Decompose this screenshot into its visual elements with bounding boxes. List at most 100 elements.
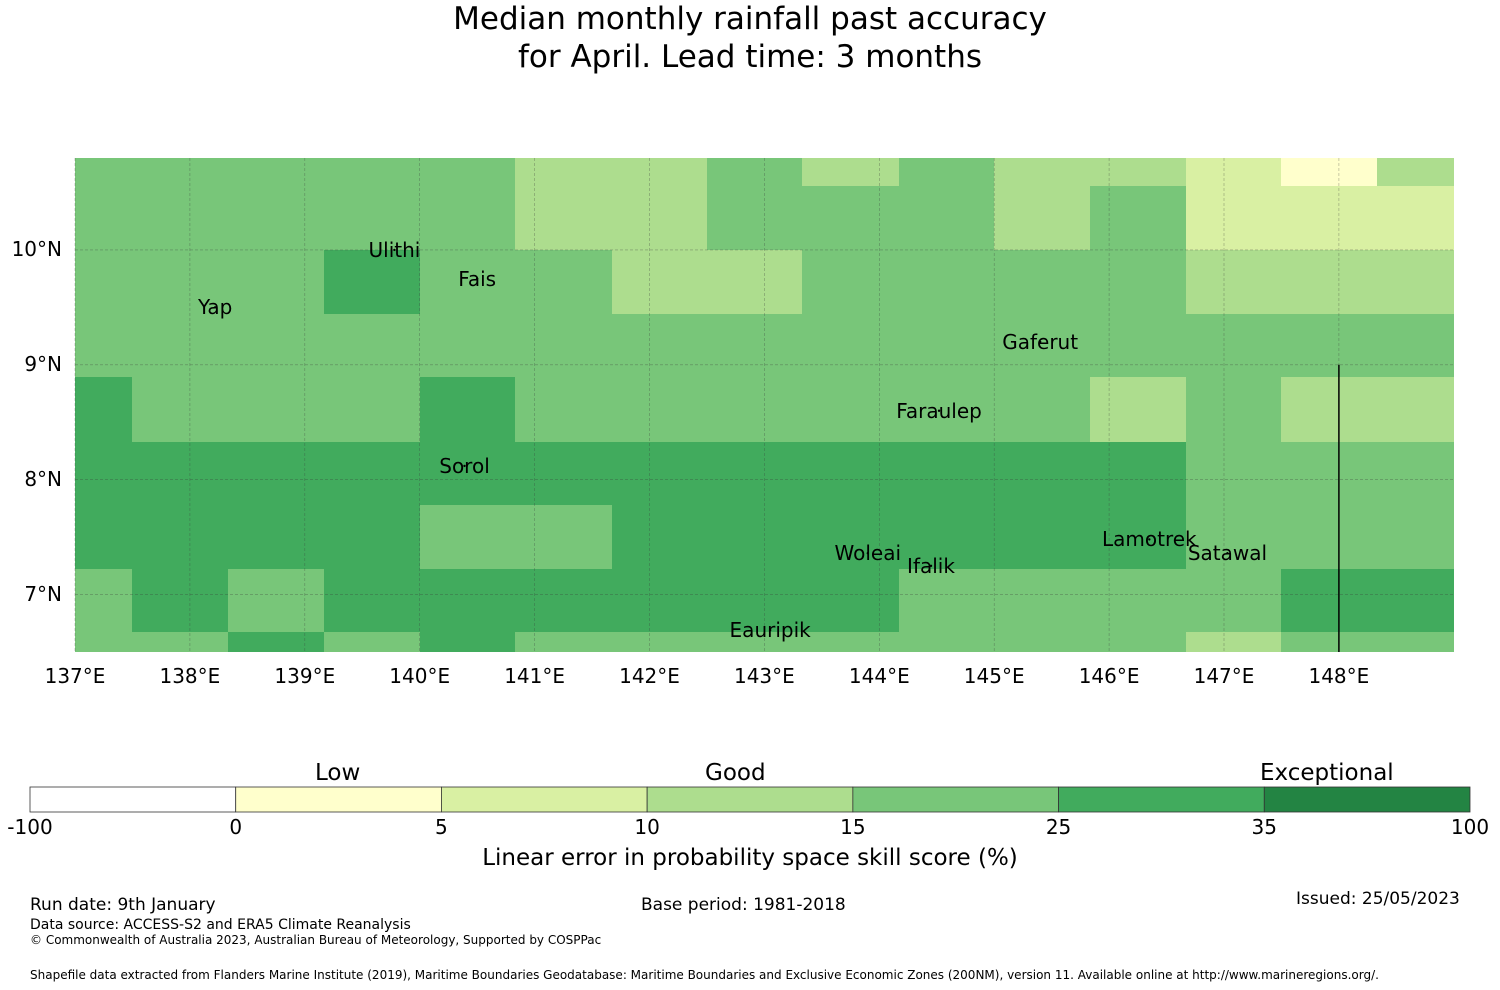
longitude-tick-label: 142°E: [619, 664, 680, 688]
base-period: Base period: 1981-2018: [641, 895, 846, 915]
skill-cell: [1186, 569, 1281, 632]
skill-cell: [612, 186, 707, 250]
skill-cell: [132, 186, 228, 250]
skill-cell: [228, 314, 324, 377]
skill-cell: [899, 186, 994, 250]
island-label: Yap: [197, 295, 233, 320]
skill-cell: [420, 158, 515, 186]
skill-cell: [1186, 505, 1281, 569]
island-label: Lamotrek: [1101, 527, 1197, 552]
skill-cell: [707, 186, 802, 250]
skill-cell: [1090, 377, 1186, 442]
legend-swatch: [29, 786, 237, 813]
skill-cell: [75, 314, 132, 377]
skill-cell: [420, 632, 515, 652]
skill-cell: [994, 632, 1090, 652]
skill-cell: [75, 250, 132, 314]
skill-cell: [994, 186, 1090, 250]
longitude-tick-label: 146°E: [1078, 664, 1140, 688]
skill-cell: [132, 314, 228, 377]
shapefile-credit: Shapefile data extracted from Flanders M…: [30, 968, 1379, 982]
skill-cell: [515, 505, 612, 569]
skill-cell: [228, 250, 324, 314]
skill-cell: [612, 632, 707, 652]
skill-cell: [707, 377, 802, 442]
skill-cell: [802, 442, 899, 505]
skill-cell: [1090, 505, 1186, 569]
skill-cell: [420, 442, 515, 505]
island-marker: [937, 409, 941, 412]
legend-colorbar: [29, 786, 1471, 813]
skill-cell: [1186, 186, 1281, 250]
skill-cell: [228, 632, 324, 652]
skill-cell: [612, 250, 707, 314]
skill-cell: [707, 569, 802, 632]
skill-cell: [132, 250, 228, 314]
longitude-tick-label: 143°E: [733, 664, 795, 688]
skill-cell: [228, 186, 324, 250]
skill-cell: [994, 377, 1090, 442]
island-marker: [213, 306, 217, 309]
skill-cell: [1186, 632, 1281, 652]
legend-swatch: [852, 786, 1059, 813]
skill-cell: [1377, 250, 1454, 314]
skill-cell: [1281, 442, 1377, 505]
skill-cell: [994, 569, 1090, 632]
skill-cell: [899, 569, 994, 632]
skill-cell: [1090, 632, 1186, 652]
legend-tick-label: -100: [7, 815, 53, 839]
skill-cell: [228, 505, 324, 569]
skill-cell: [132, 377, 228, 442]
longitude-tick-label: 148°E: [1308, 664, 1370, 688]
longitude-tick-label: 147°E: [1193, 664, 1255, 688]
skill-cell: [515, 442, 612, 505]
skill-cell: [515, 250, 612, 314]
skill-cell: [515, 158, 612, 186]
skill-cell: [1186, 377, 1281, 442]
legend-swatch: [1263, 786, 1471, 813]
island-label: Eauripik: [729, 618, 811, 643]
skill-cell: [899, 250, 994, 314]
skill-cell: [1377, 442, 1454, 505]
island-label: Woleai: [834, 541, 902, 566]
skill-cell: [707, 505, 802, 569]
longitude-tick-label: 139°E: [274, 664, 336, 688]
island-marker: [475, 277, 479, 280]
legend-axis-label: Linear error in probability space skill …: [482, 845, 1018, 871]
legend-category-exceptional: Exceptional: [1260, 760, 1394, 786]
skill-cell: [228, 158, 324, 186]
skill-cell: [1281, 186, 1377, 250]
skill-cell: [994, 442, 1090, 505]
island-label: Ulithi: [368, 237, 421, 262]
skill-cell: [899, 377, 994, 442]
skill-cell: [1090, 250, 1186, 314]
skill-cell: [132, 632, 228, 652]
skill-cell: [75, 186, 132, 250]
longitude-tick-label: 137°E: [44, 664, 106, 688]
title-line-1: Median monthly rainfall past accuracy: [453, 1, 1047, 37]
skill-cell: [132, 442, 228, 505]
skill-cell: [420, 250, 515, 314]
skill-cell: [1186, 314, 1281, 377]
skill-cell: [994, 250, 1090, 314]
skill-cell: [899, 505, 994, 569]
chart-title: Median monthly rainfall past accuracy fo…: [0, 0, 1500, 76]
skill-cell: [612, 158, 707, 186]
skill-cell: [324, 569, 420, 632]
skill-cell: [515, 569, 612, 632]
skill-cell: [899, 632, 994, 652]
skill-cell: [324, 505, 420, 569]
skill-cell: [802, 505, 899, 569]
latitude-tick-label: 8°N: [24, 466, 62, 491]
skill-cell: [802, 186, 899, 250]
legend-tick-label: 0: [229, 815, 243, 839]
skill-cell: [1090, 158, 1186, 186]
skill-cell: [994, 505, 1090, 569]
legend-category-good: Good: [705, 760, 766, 786]
legend-swatch: [235, 786, 442, 813]
skill-cell: [994, 158, 1090, 186]
island-marker: [463, 464, 466, 468]
skill-cell: [515, 632, 612, 652]
island-label: Gaferut: [1002, 329, 1079, 354]
legend-tick-label: 10: [634, 815, 660, 839]
